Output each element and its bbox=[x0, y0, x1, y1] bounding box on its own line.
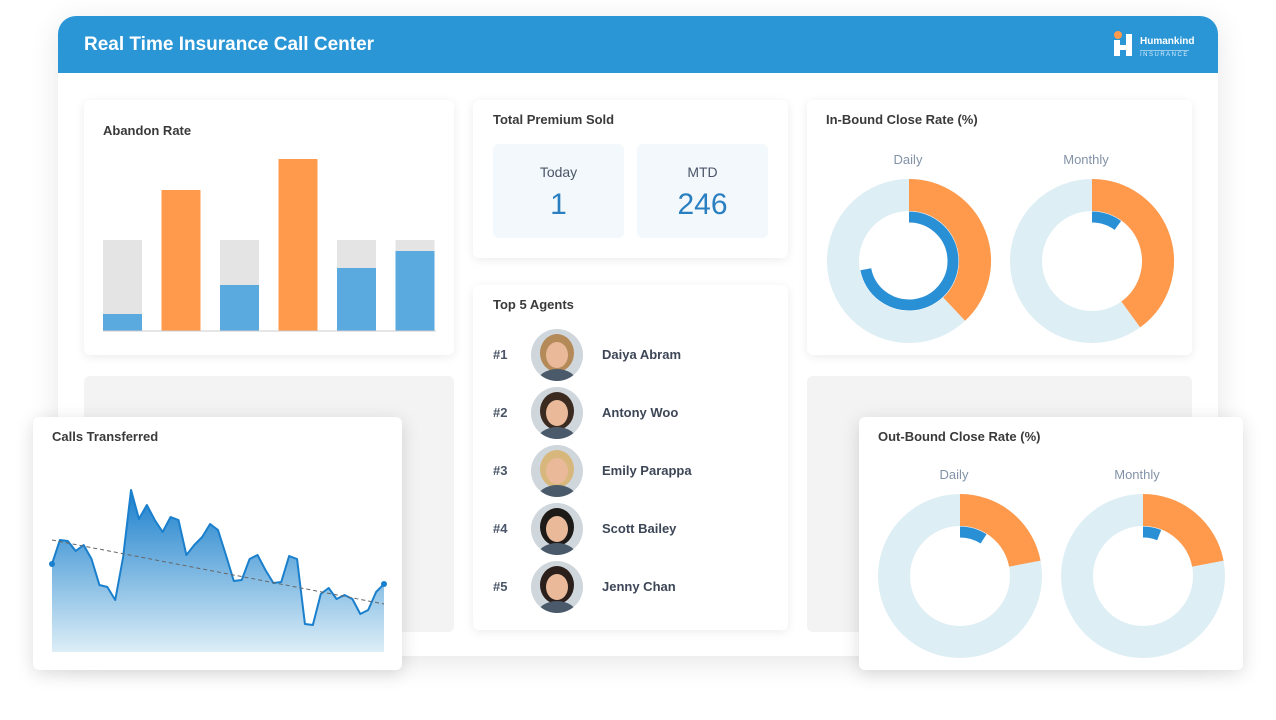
card-title: Top 5 Agents bbox=[493, 297, 574, 312]
agent-avatar bbox=[531, 503, 583, 555]
agent-row[interactable]: #1 Daiya Abram bbox=[493, 329, 773, 381]
donut-outer-value bbox=[1142, 494, 1224, 568]
agent-row[interactable]: #4 Scott Bailey bbox=[493, 503, 773, 555]
card-title: Out-Bound Close Rate (%) bbox=[878, 429, 1041, 444]
agent-avatar bbox=[531, 445, 583, 497]
today-stat: Today 1 bbox=[493, 144, 624, 238]
bar bbox=[337, 268, 376, 331]
card-title: Abandon Rate bbox=[103, 123, 192, 138]
daily-label: Daily bbox=[893, 152, 923, 167]
agent-rank: #1 bbox=[493, 347, 508, 362]
bar bbox=[220, 285, 259, 331]
donut-inner-value bbox=[959, 526, 987, 544]
inbound-close-rate-card: In-Bound Close Rate (%) Daily Monthly bbox=[807, 100, 1192, 355]
donut-inner-value bbox=[860, 211, 959, 311]
agent-name: Daiya Abram bbox=[602, 347, 681, 362]
end-point bbox=[381, 581, 387, 587]
inbound-monthly-donut bbox=[1010, 179, 1174, 343]
start-point bbox=[49, 561, 55, 567]
calls-transferred-card: Calls Transferred bbox=[33, 417, 402, 670]
donut-inner-value bbox=[1091, 211, 1122, 230]
logo-subtext: INSURANCE bbox=[1140, 50, 1189, 58]
card-title: Total Premium Sold bbox=[493, 112, 615, 127]
mtd-label: MTD bbox=[687, 164, 718, 180]
monthly-label: Monthly bbox=[1063, 152, 1109, 167]
agent-rank: #4 bbox=[493, 521, 508, 536]
agent-row[interactable]: #5 Jenny Chan bbox=[493, 561, 773, 613]
total-premium-card: Total Premium Sold Today 1 MTD 246 bbox=[473, 100, 788, 258]
logo-mark-icon bbox=[1114, 31, 1132, 56]
trend-line bbox=[51, 539, 385, 605]
donut-inner-value bbox=[1142, 526, 1162, 541]
bar bbox=[395, 251, 435, 331]
monthly-label: Monthly bbox=[1114, 467, 1160, 482]
inbound-daily-donut bbox=[827, 179, 991, 343]
agent-name: Emily Parappa bbox=[602, 463, 692, 478]
outbound-close-rate-card: Out-Bound Close Rate (%) Daily Monthly bbox=[859, 417, 1243, 670]
header-bar: Real Time Insurance Call Center Humankin… bbox=[58, 16, 1218, 73]
area-fill bbox=[52, 490, 384, 652]
outbound-daily-donut bbox=[878, 494, 1042, 658]
agent-rank: #2 bbox=[493, 405, 508, 420]
outbound-monthly-donut bbox=[1061, 494, 1225, 658]
card-title: Calls Transferred bbox=[52, 429, 159, 444]
donut-outer-value bbox=[908, 179, 991, 321]
agent-name: Jenny Chan bbox=[602, 579, 676, 594]
donut-outer-value bbox=[959, 494, 1041, 568]
agent-name: Antony Woo bbox=[602, 405, 679, 420]
agent-row[interactable]: #3 Emily Parappa bbox=[493, 445, 773, 497]
today-label: Today bbox=[539, 164, 578, 180]
today-value: 1 bbox=[550, 188, 567, 221]
agent-avatar bbox=[531, 329, 583, 381]
calls-transferred-chart bbox=[49, 489, 387, 652]
page-title: Real Time Insurance Call Center bbox=[84, 34, 375, 55]
agent-name: Scott Bailey bbox=[602, 521, 677, 536]
mtd-stat: MTD 246 bbox=[637, 144, 768, 238]
top-agents-card: Top 5 Agents #1 Daiya Abram #2 Antony Woo… bbox=[473, 285, 788, 630]
bar-highlight bbox=[278, 159, 318, 331]
company-logo: Humankind INSURANCE bbox=[1112, 30, 1195, 60]
donut-outer-value bbox=[1091, 179, 1174, 328]
series-line bbox=[51, 489, 385, 626]
agent-row[interactable]: #2 Antony Woo bbox=[493, 387, 773, 439]
bar bbox=[103, 314, 142, 331]
agent-rank: #5 bbox=[493, 579, 508, 594]
agent-avatar bbox=[531, 561, 583, 613]
agent-rank: #3 bbox=[493, 463, 508, 478]
abandon-rate-card: Abandon Rate bbox=[84, 100, 454, 355]
logo-text: Humankind bbox=[1140, 36, 1195, 47]
agent-avatar bbox=[531, 387, 583, 439]
card-title: In-Bound Close Rate (%) bbox=[826, 112, 978, 127]
abandon-rate-chart bbox=[103, 159, 436, 332]
mtd-value: 246 bbox=[677, 188, 728, 221]
daily-label: Daily bbox=[939, 467, 969, 482]
bar-highlight bbox=[161, 190, 201, 331]
